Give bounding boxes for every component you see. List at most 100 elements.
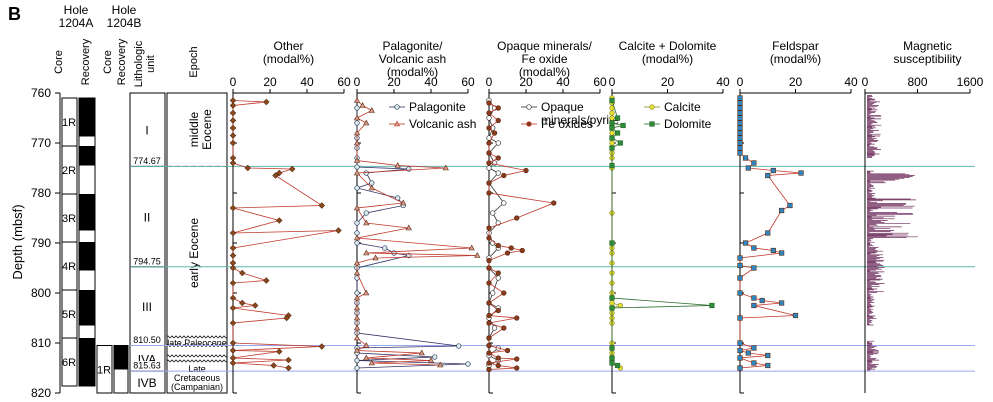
data-point <box>514 365 520 371</box>
data-point <box>609 300 615 306</box>
data-point <box>354 185 360 191</box>
data-point <box>495 355 501 361</box>
depth-tick-label: 790 <box>31 236 51 250</box>
data-point <box>609 125 615 131</box>
data-point <box>495 155 501 161</box>
chart-panel-3: Opaque minerals/Fe oxide (modal%) 0 20 40 60 O… <box>486 39 619 394</box>
data-point <box>353 334 361 341</box>
chart-x-tick-label: 0 <box>486 75 493 89</box>
chart-x-tick-label: 40 <box>844 75 858 89</box>
data-point <box>649 121 655 127</box>
chart-x-tick-label: 60 <box>337 75 351 89</box>
unit-label: II <box>144 211 151 225</box>
data-point <box>609 135 615 141</box>
recovery-b-interval <box>114 345 128 370</box>
data-point <box>486 350 492 356</box>
data-point <box>335 227 342 234</box>
data-point <box>609 240 615 246</box>
depth-tick-label: 820 <box>31 386 51 400</box>
chart-title: Calcite + Dolomite (modal%) <box>619 39 717 66</box>
data-point <box>468 244 475 251</box>
data-point <box>393 120 401 127</box>
data-point <box>490 210 496 216</box>
data-point <box>418 349 425 356</box>
data-point <box>737 130 743 136</box>
data-point <box>514 215 520 221</box>
data-point <box>609 162 615 169</box>
data-point <box>486 265 492 271</box>
data-point <box>229 117 237 124</box>
data-point <box>751 160 757 166</box>
data-point <box>239 299 246 307</box>
chart-x-tick-label: 0 <box>230 75 237 89</box>
data-point <box>229 319 237 327</box>
data-point <box>353 129 361 136</box>
data-point <box>770 247 776 254</box>
data-point <box>759 297 765 304</box>
chart-x-tick-label: 20 <box>263 75 277 89</box>
core-a-label: 6R <box>62 357 76 369</box>
chart-title: Feldspar (modal%) <box>770 39 821 66</box>
data-point <box>276 348 283 355</box>
epoch-label: Late Cretaceous (Campanian) <box>171 364 223 392</box>
legend-label: Fe oxides <box>541 117 593 131</box>
core-a-header: Core <box>53 50 65 74</box>
data-point <box>229 359 237 367</box>
magnetic-susceptibility-panel: Magnetic susceptibility 0 800 1600 <box>862 39 984 393</box>
data-point <box>737 115 743 121</box>
data-point <box>251 302 259 309</box>
data-point <box>737 125 743 131</box>
depth-tick-label: 760 <box>31 86 51 100</box>
core-b-header: Core <box>102 50 114 74</box>
data-point <box>229 347 237 354</box>
data-point <box>504 250 511 256</box>
data-point <box>737 110 743 116</box>
data-point <box>263 277 270 284</box>
unit-label: IVB <box>137 376 156 390</box>
data-point <box>486 312 492 319</box>
chart-x-tick-label: 0 <box>609 75 616 89</box>
data-point <box>609 145 615 151</box>
data-point <box>504 347 511 354</box>
data-point <box>382 245 388 251</box>
data-point <box>400 199 407 206</box>
data-point <box>737 347 743 354</box>
data-point <box>737 262 743 269</box>
data-point <box>486 320 492 326</box>
data-point <box>353 259 361 266</box>
data-point <box>501 290 507 296</box>
series-line <box>355 100 478 366</box>
data-point <box>751 245 757 251</box>
core-b-label: 1R <box>97 364 111 376</box>
lithologic-unit-header: Lithologicunit <box>133 40 157 87</box>
recovery-column-a <box>78 97 96 387</box>
data-point <box>363 170 369 176</box>
data-point <box>526 121 532 127</box>
data-point <box>229 339 237 347</box>
data-point <box>609 140 615 146</box>
data-point <box>614 362 621 369</box>
data-point <box>486 135 492 141</box>
data-point <box>353 304 361 311</box>
data-point <box>239 269 246 277</box>
legend-label: Opaque minerals/pyrite <box>541 100 619 127</box>
data-point <box>276 169 283 177</box>
data-point <box>405 224 412 231</box>
data-point <box>751 295 757 301</box>
data-point <box>508 245 514 251</box>
data-point <box>394 104 400 110</box>
data-point <box>751 360 757 366</box>
data-point <box>609 345 615 351</box>
data-point <box>359 102 366 108</box>
data-point <box>354 164 360 170</box>
chart-panel-1: Other (modal%) 0 20 40 60 <box>229 39 351 394</box>
data-point <box>354 240 360 246</box>
chart-x-tick-label: 40 <box>424 75 438 89</box>
chart-x-tick-label: 20 <box>519 75 533 89</box>
core-a-label: 2R <box>62 165 76 177</box>
data-point <box>737 365 743 371</box>
data-point <box>368 184 375 191</box>
data-point <box>709 302 715 309</box>
data-point <box>770 167 776 174</box>
recovery-a-interval <box>79 242 95 271</box>
